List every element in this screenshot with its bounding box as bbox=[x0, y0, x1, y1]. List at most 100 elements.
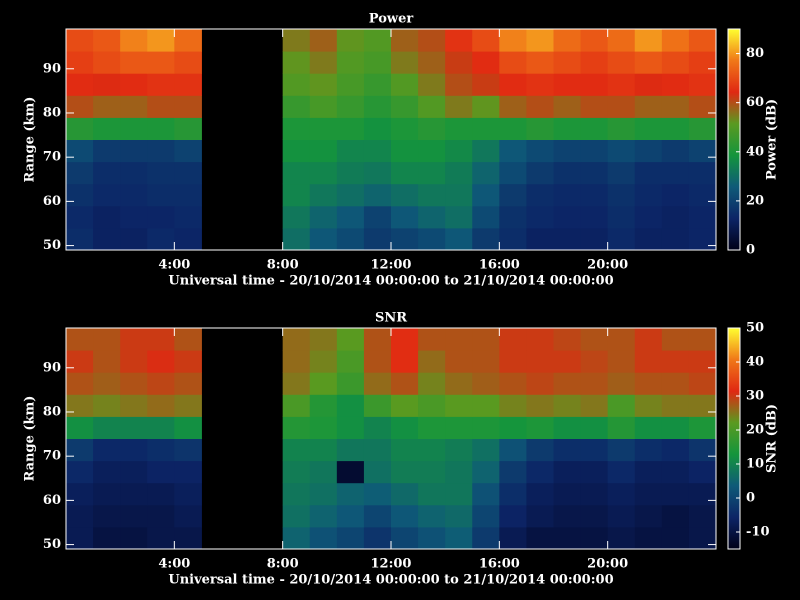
heat-cell bbox=[147, 139, 175, 163]
heat-cell bbox=[472, 227, 500, 251]
heat-cell bbox=[363, 372, 392, 395]
heat-cell bbox=[336, 328, 365, 351]
colorbar-tick-label: 40 bbox=[746, 355, 764, 370]
heat-cell bbox=[309, 504, 338, 528]
y-tick-label: 50 bbox=[43, 537, 61, 552]
heat-cell bbox=[309, 95, 338, 118]
heat-cell bbox=[418, 73, 446, 96]
heat-cell bbox=[661, 73, 690, 96]
heat-cell bbox=[688, 51, 717, 74]
heat-cell bbox=[363, 95, 392, 118]
heat-cell bbox=[553, 328, 582, 351]
heat-cell bbox=[688, 328, 717, 351]
heat-cell bbox=[418, 227, 446, 251]
heat-cell bbox=[499, 139, 527, 163]
heat-cell bbox=[580, 227, 609, 251]
heat-cell bbox=[580, 117, 609, 140]
heat-cell bbox=[472, 372, 500, 395]
heat-cell bbox=[336, 117, 365, 140]
heat-cell bbox=[93, 73, 121, 96]
heat-cell bbox=[147, 95, 175, 118]
heat-cell bbox=[553, 416, 582, 439]
heat-cell bbox=[526, 372, 554, 395]
heat-cell bbox=[499, 438, 527, 462]
heat-cell bbox=[553, 183, 582, 207]
heat-cell bbox=[282, 438, 311, 462]
heat-cell bbox=[363, 460, 392, 484]
heat-cell bbox=[607, 29, 636, 52]
heat-cell bbox=[93, 394, 121, 417]
heat-cell bbox=[391, 183, 419, 207]
heat-cell bbox=[120, 205, 148, 229]
heat-cell bbox=[336, 526, 365, 550]
x-tick-label: 12:00 bbox=[371, 557, 412, 572]
heat-cell bbox=[120, 416, 148, 439]
heat-cell bbox=[580, 328, 609, 351]
heat-cell bbox=[499, 161, 527, 185]
heat-cell bbox=[309, 438, 338, 462]
x-tick-label: 20:00 bbox=[587, 258, 628, 273]
heat-cell bbox=[526, 51, 554, 74]
heat-cell bbox=[445, 95, 473, 118]
heat-cell bbox=[607, 183, 636, 207]
heat-cell bbox=[93, 372, 121, 395]
heat-cell bbox=[120, 95, 148, 118]
heat-cell bbox=[309, 416, 338, 439]
heat-cell bbox=[147, 482, 175, 506]
heat-cell bbox=[391, 227, 419, 251]
heat-cell bbox=[309, 394, 338, 417]
heat-cell bbox=[66, 117, 94, 140]
heat-cell bbox=[661, 29, 690, 52]
heat-cell bbox=[634, 416, 663, 439]
heat-cell bbox=[282, 526, 311, 550]
heat-cell bbox=[93, 29, 121, 52]
heat-cell bbox=[607, 139, 636, 163]
heat-cell bbox=[553, 394, 582, 417]
heat-cell bbox=[282, 95, 311, 118]
heat-cell bbox=[309, 482, 338, 506]
heat-cell bbox=[580, 504, 609, 528]
heat-cell bbox=[472, 51, 500, 74]
heat-cell bbox=[418, 438, 446, 462]
heat-cell bbox=[418, 205, 446, 229]
heat-cell bbox=[120, 372, 148, 395]
heat-cell bbox=[282, 350, 311, 373]
heat-cell bbox=[66, 139, 94, 163]
heat-cell bbox=[472, 95, 500, 118]
heat-cell bbox=[553, 29, 582, 52]
heat-cell bbox=[445, 504, 473, 528]
colorbar bbox=[727, 28, 741, 251]
heat-cell bbox=[66, 95, 94, 118]
heat-cell bbox=[607, 95, 636, 118]
heat-cell bbox=[309, 328, 338, 351]
heat-cell bbox=[174, 372, 202, 395]
heat-cell bbox=[66, 416, 94, 439]
heat-cell bbox=[499, 504, 527, 528]
heat-cell bbox=[661, 350, 690, 373]
heat-cell bbox=[607, 51, 636, 74]
heat-cell bbox=[336, 416, 365, 439]
heat-cell bbox=[174, 161, 202, 185]
heat-cell bbox=[526, 460, 554, 484]
heat-cell bbox=[580, 29, 609, 52]
heat-cell bbox=[553, 482, 582, 506]
heat-cell bbox=[174, 394, 202, 417]
heat-cell bbox=[391, 350, 419, 373]
heat-cell bbox=[526, 416, 554, 439]
heat-cell bbox=[580, 526, 609, 550]
y-tick-label: 90 bbox=[43, 61, 61, 76]
heat-cell bbox=[634, 438, 663, 462]
heat-cell bbox=[174, 117, 202, 140]
heat-cell bbox=[526, 139, 554, 163]
y-axis-label: Range (km) bbox=[23, 97, 38, 183]
heat-cell bbox=[499, 95, 527, 118]
heat-cell bbox=[472, 350, 500, 373]
heat-cell bbox=[607, 205, 636, 229]
heat-cell bbox=[418, 183, 446, 207]
heat-cell bbox=[661, 504, 690, 528]
colorbar-tick-label: 30 bbox=[746, 389, 764, 404]
heat-cell bbox=[120, 438, 148, 462]
heat-cell bbox=[391, 117, 419, 140]
heat-cell bbox=[445, 460, 473, 484]
heat-cell bbox=[607, 372, 636, 395]
